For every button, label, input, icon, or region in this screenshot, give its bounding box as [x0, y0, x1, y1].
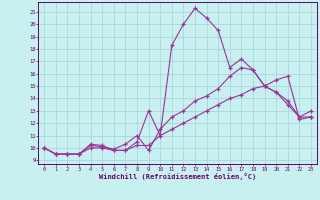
X-axis label: Windchill (Refroidissement éolien,°C): Windchill (Refroidissement éolien,°C) [99, 173, 256, 180]
